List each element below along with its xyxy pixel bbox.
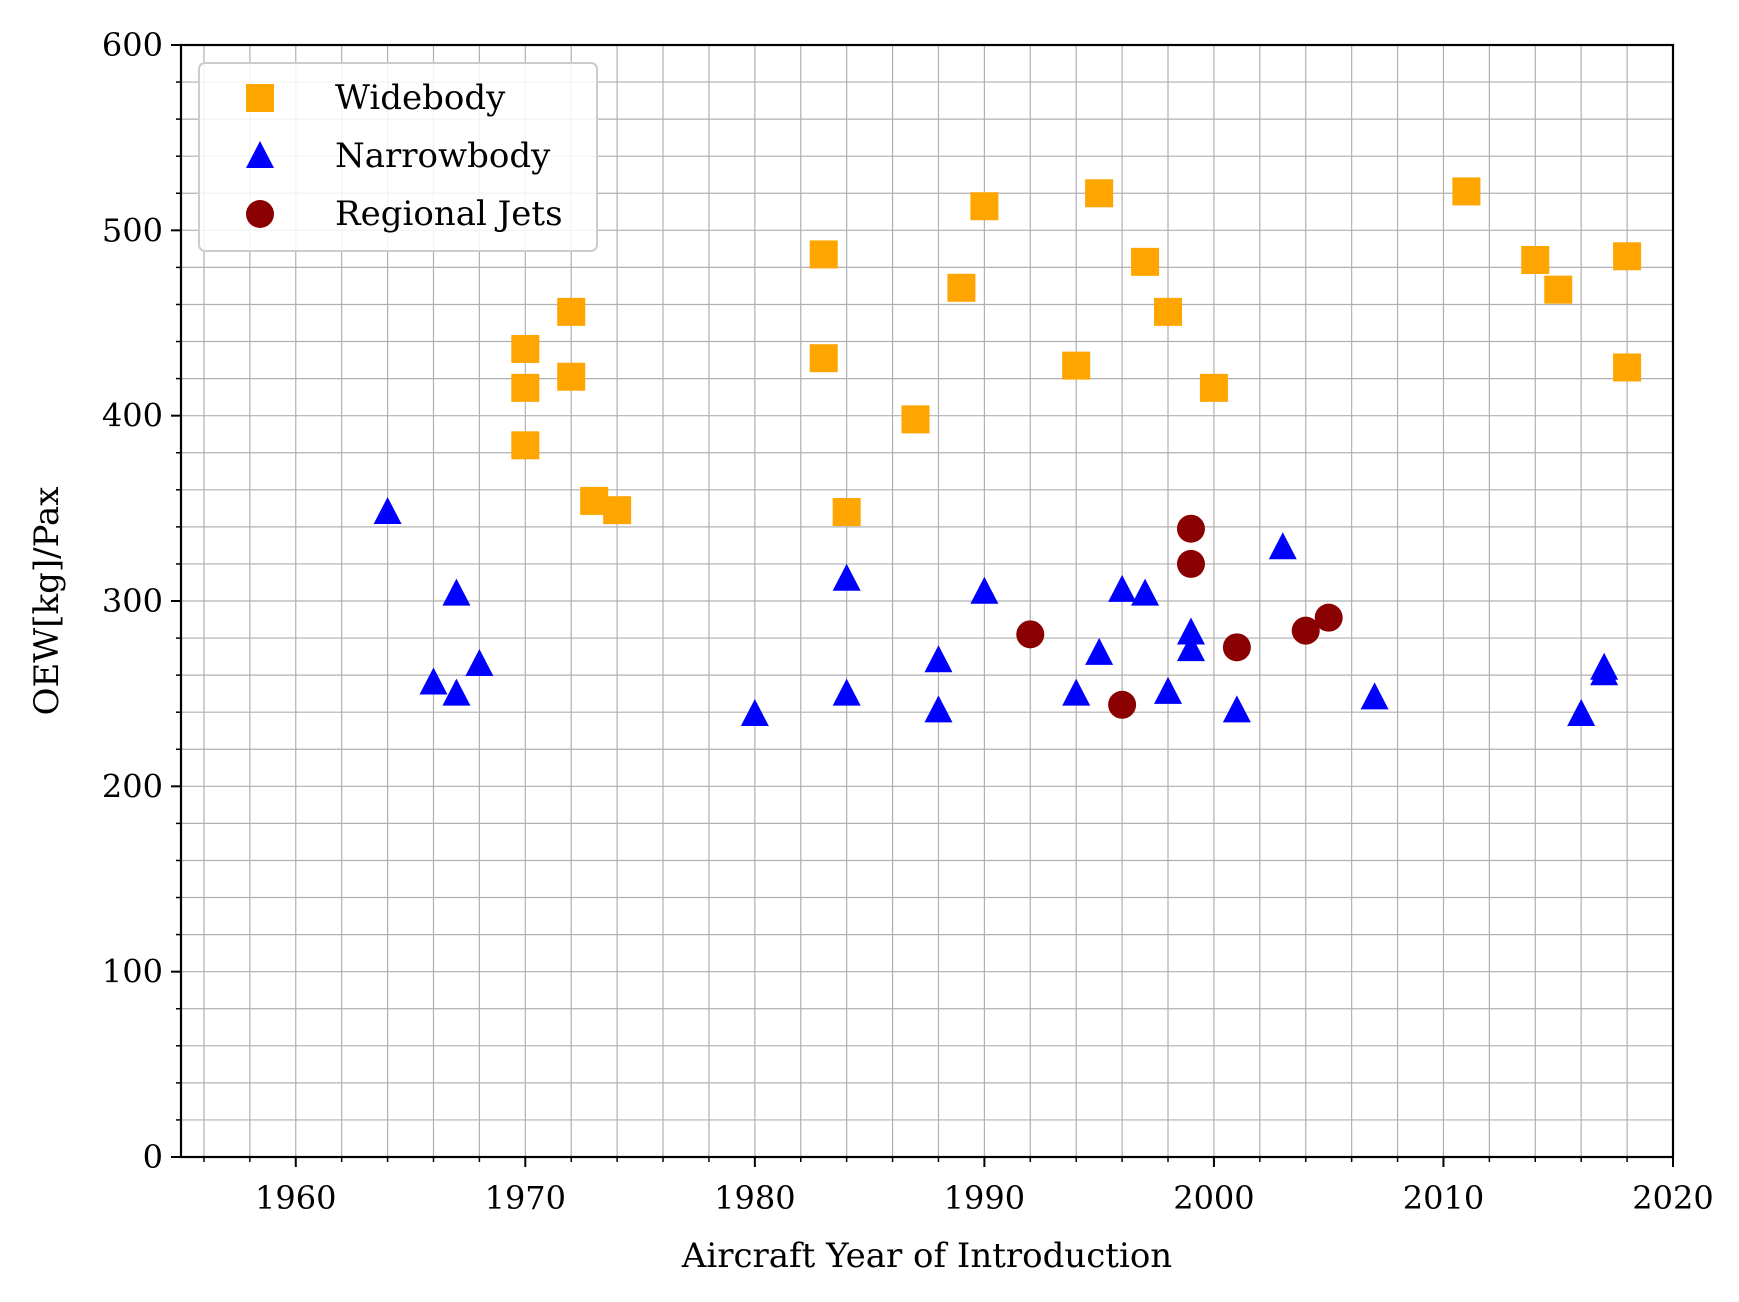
data-point <box>832 563 861 591</box>
data-point <box>970 576 999 604</box>
data-point <box>1131 578 1160 606</box>
data-point <box>1176 549 1205 578</box>
data-point <box>1176 634 1205 662</box>
data-point <box>511 431 540 460</box>
series-narrowbody <box>373 497 1619 727</box>
data-point <box>1222 695 1251 723</box>
data-point <box>924 645 953 673</box>
data-point <box>1567 699 1596 727</box>
series-regional-jets <box>1016 514 1343 719</box>
legend-box <box>198 62 598 252</box>
y-tick-label: 200 <box>102 767 163 805</box>
data-point <box>1544 275 1573 304</box>
data-point <box>832 678 861 706</box>
x-tick-label: 1960 <box>255 1179 336 1217</box>
data-point <box>901 405 930 434</box>
x-tick-label: 2020 <box>1632 1179 1713 1217</box>
data-point <box>603 496 632 525</box>
x-tick-label: 1970 <box>485 1179 566 1217</box>
data-point <box>1199 373 1228 402</box>
data-point <box>511 334 540 363</box>
y-tick-label: 100 <box>102 953 163 991</box>
data-point <box>1062 678 1091 706</box>
y-tick-label: 500 <box>102 211 163 249</box>
data-point <box>373 497 402 525</box>
legend-marker-triangle <box>246 141 274 168</box>
data-point <box>1222 633 1251 662</box>
data-point <box>1613 242 1642 271</box>
data-point <box>1521 245 1550 274</box>
data-point <box>1268 532 1297 560</box>
data-point <box>1085 179 1114 208</box>
legend-label: Widebody <box>335 78 506 118</box>
axis-ticks <box>171 44 1674 1167</box>
data-point <box>947 273 976 302</box>
legend-label: Narrowbody <box>335 136 551 176</box>
data-point <box>1176 617 1205 645</box>
data-markers <box>373 177 1642 727</box>
data-point <box>1131 247 1160 276</box>
data-point <box>1176 514 1205 543</box>
data-point <box>832 498 861 527</box>
data-point <box>442 678 471 706</box>
data-point <box>419 667 448 695</box>
legend-label: Regional Jets <box>335 194 563 234</box>
data-point <box>1154 676 1183 704</box>
y-tick-label: 400 <box>102 397 163 435</box>
data-point <box>442 578 471 606</box>
data-point <box>557 362 586 391</box>
y-tick-label: 0 <box>143 1138 163 1176</box>
data-point <box>970 192 999 221</box>
y-tick-label: 600 <box>102 26 163 64</box>
data-point <box>1590 658 1619 686</box>
x-tick-labels: 1960 1970 1980 1990 2000 2010 2020 <box>255 1179 1714 1217</box>
data-point <box>809 240 838 269</box>
legend-marker-square <box>246 84 274 112</box>
data-point <box>1360 682 1389 710</box>
data-point <box>465 649 494 677</box>
data-point <box>1108 690 1137 719</box>
y-tick-label: 300 <box>102 582 163 620</box>
series-widebody <box>511 177 1642 527</box>
data-point <box>1062 351 1091 380</box>
data-point <box>1452 177 1481 206</box>
x-tick-label: 1990 <box>944 1179 1025 1217</box>
data-point <box>1085 637 1114 665</box>
data-point <box>1016 620 1045 649</box>
legend-marker-circle <box>246 200 274 228</box>
data-point <box>1108 574 1137 602</box>
y-axis-label: OEW[kg]/Pax <box>27 487 67 716</box>
x-tick-label: 2010 <box>1403 1179 1484 1217</box>
data-point <box>924 695 953 723</box>
data-point <box>1613 353 1642 382</box>
data-point <box>511 373 540 402</box>
data-point <box>809 344 838 373</box>
data-point <box>1291 616 1320 645</box>
data-point <box>1154 297 1183 326</box>
x-tick-label: 1980 <box>714 1179 795 1217</box>
x-tick-label: 2000 <box>1173 1179 1254 1217</box>
data-point <box>1314 603 1343 632</box>
data-point <box>740 699 769 727</box>
data-point <box>557 297 586 326</box>
legend: Widebody Narrowbody Regional Jets <box>198 62 598 252</box>
x-axis-label: Aircraft Year of Introduction <box>681 1236 1172 1276</box>
y-tick-labels: 0 100 200 300 400 500 600 <box>102 26 163 1176</box>
